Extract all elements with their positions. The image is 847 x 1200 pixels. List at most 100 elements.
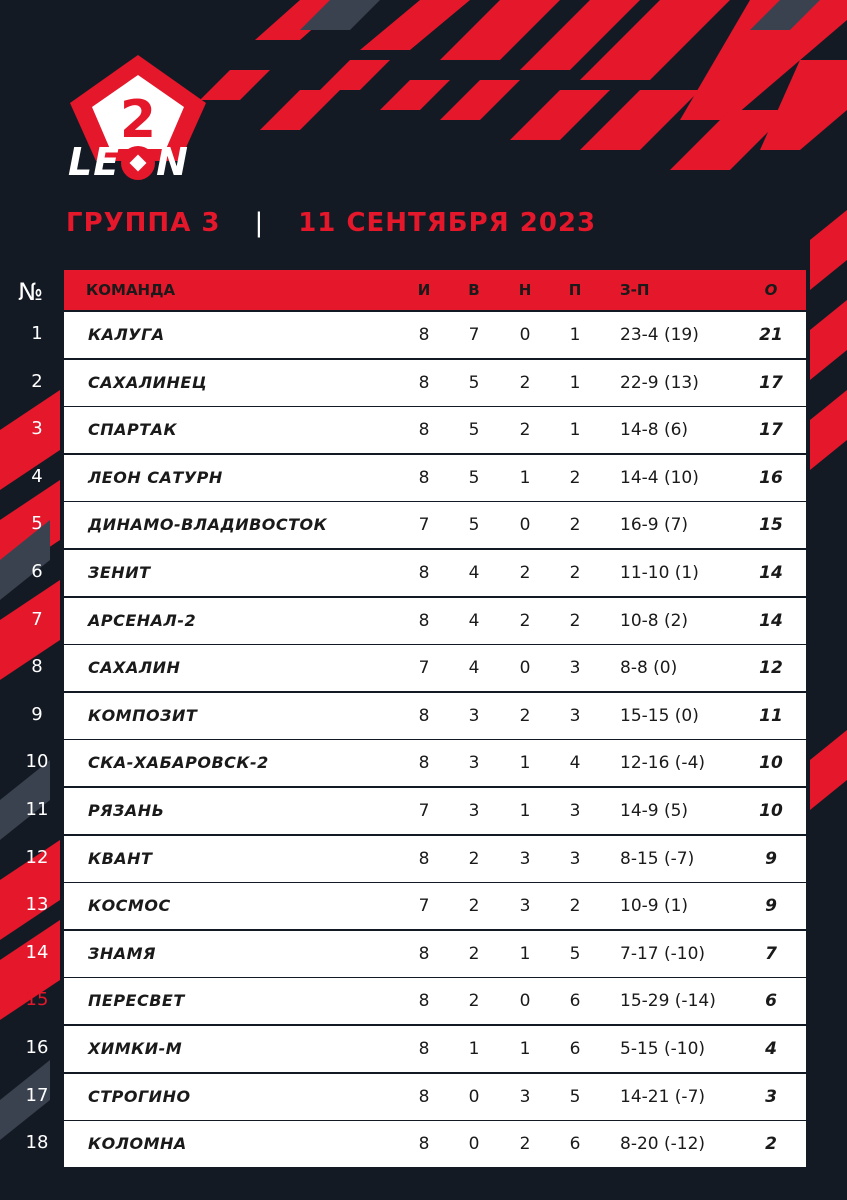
row-rank: 5 — [31, 513, 43, 535]
row-cells: ЗНАМЯ 8 2 1 5 7-17 (-10) 7 — [64, 930, 806, 977]
cell-team: САХАЛИН — [88, 658, 181, 678]
cell-i: 8 — [418, 1086, 430, 1107]
cell-o: 14 — [759, 563, 783, 583]
cell-i: 8 — [418, 563, 430, 583]
cell-v: 3 — [468, 801, 480, 821]
cell-team: КОЛОМНА — [88, 1134, 187, 1154]
cell-zp: 11-10 (1) — [620, 563, 699, 583]
cell-p: 2 — [569, 610, 581, 631]
table-row: 8 САХАЛИН 7 4 0 3 8-8 (0) 12 — [0, 645, 847, 692]
cell-v: 2 — [468, 943, 480, 964]
cell-team: СПАРТАК — [88, 420, 178, 440]
cell-i: 8 — [418, 610, 430, 631]
row-rank: 9 — [31, 703, 43, 725]
row-rank: 13 — [25, 894, 49, 916]
row-rank: 3 — [31, 418, 43, 440]
cell-n: 1 — [519, 801, 531, 821]
cell-team: РЯЗАНЬ — [88, 801, 165, 820]
football-icon — [121, 146, 156, 180]
cell-v: 0 — [468, 1086, 480, 1107]
cell-i: 8 — [418, 991, 430, 1012]
cell-p: 3 — [569, 801, 581, 821]
cell-zp: 8-15 (-7) — [620, 848, 695, 869]
row-cells: ХИМКИ-М 8 1 1 6 5-15 (-10) 4 — [64, 1026, 806, 1072]
cell-i: 8 — [418, 467, 430, 488]
row-rank: 11 — [25, 799, 49, 820]
cell-zp: 7-17 (-10) — [620, 943, 706, 964]
cell-p: 4 — [569, 753, 581, 774]
cell-n: 0 — [519, 658, 531, 679]
column-header-games: И — [417, 281, 431, 299]
cell-o: 14 — [759, 610, 783, 631]
cell-team: КОМПОЗИТ — [88, 705, 198, 725]
cell-o: 16 — [759, 467, 783, 488]
row-cells: САХАЛИН 7 4 0 3 8-8 (0) 12 — [64, 645, 806, 692]
row-cells: АРСЕНАЛ-2 8 4 2 2 10-8 (2) 14 — [64, 597, 806, 644]
row-cells: ЗЕНИТ 8 4 2 2 11-10 (1) 14 — [64, 550, 806, 596]
cell-p: 3 — [569, 658, 581, 679]
cell-team: ЛЕОН САТУРН — [88, 467, 223, 487]
table-row: 16 ХИМКИ-М 8 1 1 6 5-15 (-10) 4 — [0, 1026, 847, 1072]
table-row: 1 КАЛУГА 8 7 0 1 23-4 (19) 21 — [0, 312, 847, 358]
cell-p: 1 — [569, 325, 581, 345]
table-row: 14 ЗНАМЯ 8 2 1 5 7-17 (-10) 7 — [0, 930, 847, 977]
row-cells: СТРОГИНО 8 0 3 5 14-21 (-7) 3 — [64, 1073, 806, 1120]
cell-v: 4 — [468, 563, 480, 583]
cell-v: 1 — [468, 1039, 480, 1059]
cell-zp: 12-16 (-4) — [620, 753, 706, 774]
cell-zp: 5-15 (-10) — [620, 1039, 706, 1059]
column-header-points: О — [764, 281, 778, 299]
cell-o: 12 — [759, 658, 783, 679]
cell-zp: 8-20 (-12) — [620, 1134, 706, 1155]
cell-p: 1 — [569, 372, 581, 393]
column-header-draws: Н — [518, 281, 532, 299]
cell-o: 7 — [765, 943, 777, 964]
row-cells: КВАНТ 8 2 3 3 8-15 (-7) 9 — [64, 835, 806, 882]
cell-o: 4 — [765, 1039, 777, 1059]
cell-n: 0 — [519, 325, 531, 345]
cell-team: АРСЕНАЛ-2 — [88, 610, 197, 630]
table-row: 6 ЗЕНИТ 8 4 2 2 11-10 (1) 14 — [0, 550, 847, 596]
cell-team: ЗЕНИТ — [88, 563, 151, 582]
cell-v: 5 — [468, 515, 480, 536]
cell-i: 7 — [418, 896, 430, 917]
cell-n: 2 — [519, 372, 531, 393]
table-header: КОМАНДА И В Н П З-П О — [64, 270, 806, 310]
cell-team: ЗНАМЯ — [88, 943, 156, 963]
cell-team: ПЕРЕСВЕТ — [88, 991, 185, 1011]
cell-v: 5 — [468, 372, 480, 393]
cell-v: 2 — [468, 848, 480, 869]
rank-header: № — [18, 278, 43, 306]
cell-v: 0 — [468, 1134, 480, 1155]
table-row: 10 СКА-ХАБАРОВСК-2 8 3 1 4 12-16 (-4) 10 — [0, 740, 847, 787]
cell-zp: 23-4 (19) — [620, 325, 699, 345]
cell-p: 5 — [569, 943, 581, 964]
row-cells: КАЛУГА 8 7 0 1 23-4 (19) 21 — [64, 312, 806, 358]
cell-zp: 14-21 (-7) — [620, 1086, 706, 1107]
cell-n: 1 — [519, 467, 531, 488]
row-rank: 18 — [25, 1132, 49, 1154]
cell-n: 3 — [519, 896, 531, 917]
cell-n: 1 — [519, 1039, 531, 1059]
row-cells: СПАРТАК 8 5 2 1 14-8 (6) 17 — [64, 407, 806, 454]
cell-n: 2 — [519, 420, 531, 441]
row-rank: 8 — [31, 656, 43, 678]
cell-zp: 15-15 (0) — [620, 705, 699, 726]
cell-p: 6 — [569, 1134, 581, 1155]
table-row: 12 КВАНТ 8 2 3 3 8-15 (-7) 9 — [0, 835, 847, 882]
cell-p: 6 — [569, 991, 581, 1012]
cell-n: 0 — [519, 991, 531, 1012]
row-cells: ДИНАМО-ВЛАДИВОСТОК 7 5 0 2 16-9 (7) 15 — [64, 502, 806, 549]
cell-zp: 16-9 (7) — [620, 515, 689, 536]
cell-n: 3 — [519, 1086, 531, 1107]
cell-v: 3 — [468, 705, 480, 726]
cell-zp: 8-8 (0) — [620, 658, 678, 679]
cell-o: 3 — [765, 1086, 777, 1107]
cell-zp: 14-8 (6) — [620, 420, 689, 441]
row-rank: 1 — [31, 323, 43, 344]
date-label: 11 СЕНТЯБРЯ 2023 — [298, 208, 597, 238]
cell-v: 4 — [468, 658, 480, 679]
cell-v: 3 — [468, 753, 480, 774]
cell-team: СТРОГИНО — [88, 1086, 191, 1106]
